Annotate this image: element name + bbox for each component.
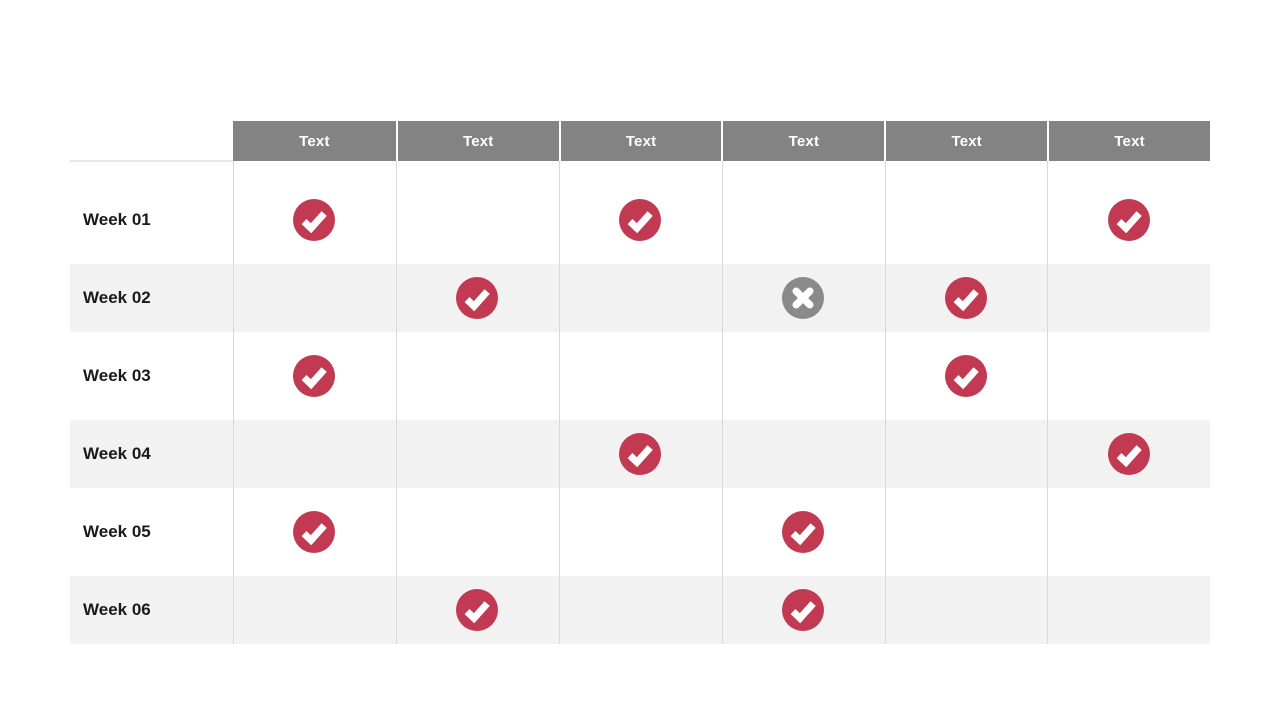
status-cell [559,498,722,566]
status-cell [559,264,722,332]
status-cell [1047,342,1210,410]
status-cell [559,420,722,488]
column-header-label: Text [625,132,657,150]
status-cell [233,186,396,254]
status-cell [233,576,396,644]
status-cell [884,186,1047,254]
column-header-cell: Text [233,121,396,161]
cross-icon[interactable] [781,277,824,319]
row-cells [233,420,1210,488]
status-cell [396,264,559,332]
status-cell [721,576,884,644]
status-cell [884,576,1047,644]
check-icon[interactable] [293,355,336,397]
column-divider [559,161,560,644]
column-header-cell: Text [884,121,1048,161]
label-column-underline [70,160,233,162]
row-label: Week 04 [83,444,151,463]
check-icon[interactable] [944,277,987,319]
status-cell [884,264,1047,332]
row-label: Week 03 [83,366,151,385]
column-divider [233,161,234,644]
check-icon[interactable] [456,277,499,319]
row-cells [233,576,1210,644]
status-cell [396,420,559,488]
row-cells [233,264,1210,332]
column-header-cell: Text [558,121,722,161]
table-header-row: Text Text Text Text Text Text [233,121,1210,161]
check-icon[interactable] [1107,199,1150,241]
check-icon[interactable] [293,199,336,241]
status-cell [1047,420,1210,488]
column-header-cell: Text [395,121,559,161]
column-header-cell: Text [1047,121,1210,161]
status-cell [1047,498,1210,566]
column-divider [722,161,723,644]
column-header-label: Text [951,132,982,150]
status-cell [233,264,396,332]
column-header-label: Text [462,132,494,150]
column-divider [885,161,886,644]
status-cell [721,342,884,410]
row-cells [233,186,1210,254]
check-icon[interactable] [1107,433,1150,475]
row-label: Week 02 [83,288,151,307]
row-cells [233,342,1210,410]
status-cell [721,264,884,332]
status-cell [721,186,884,254]
status-cell [396,342,559,410]
status-cell [884,420,1047,488]
status-cell [1047,186,1210,254]
table-row: Week 02 [70,264,1210,332]
row-cells [233,498,1210,566]
status-cell [559,186,722,254]
check-icon[interactable] [944,355,987,397]
column-header-cell: Text [721,121,885,161]
column-divider [396,161,397,644]
column-header-label: Text [788,132,820,150]
row-label: Week 05 [83,522,151,541]
status-cell [721,498,884,566]
table-row: Week 01 [70,186,1210,254]
status-cell [233,342,396,410]
column-header-label: Text [299,132,330,150]
status-cell [1047,576,1210,644]
column-header-label: Text [1114,132,1145,150]
check-icon[interactable] [619,433,662,475]
table-row: Week 06 [70,576,1210,644]
check-icon[interactable] [781,511,824,553]
check-icon[interactable] [293,511,336,553]
status-cell [396,186,559,254]
status-cell [396,576,559,644]
check-icon[interactable] [781,589,824,631]
status-cell [884,498,1047,566]
table-row: Week 03 [70,342,1210,410]
status-cell [721,420,884,488]
status-cell [233,420,396,488]
status-cell [1047,264,1210,332]
row-label: Week 06 [83,600,151,619]
table-row: Week 04 [70,420,1210,488]
status-cell [884,342,1047,410]
status-cell [396,498,559,566]
check-icon[interactable] [619,199,662,241]
status-cell [233,498,396,566]
table-row: Week 05 [70,498,1210,566]
check-icon[interactable] [456,589,499,631]
row-label: Week 01 [83,210,151,229]
status-cell [559,342,722,410]
column-divider [1047,161,1048,644]
status-cell [559,576,722,644]
